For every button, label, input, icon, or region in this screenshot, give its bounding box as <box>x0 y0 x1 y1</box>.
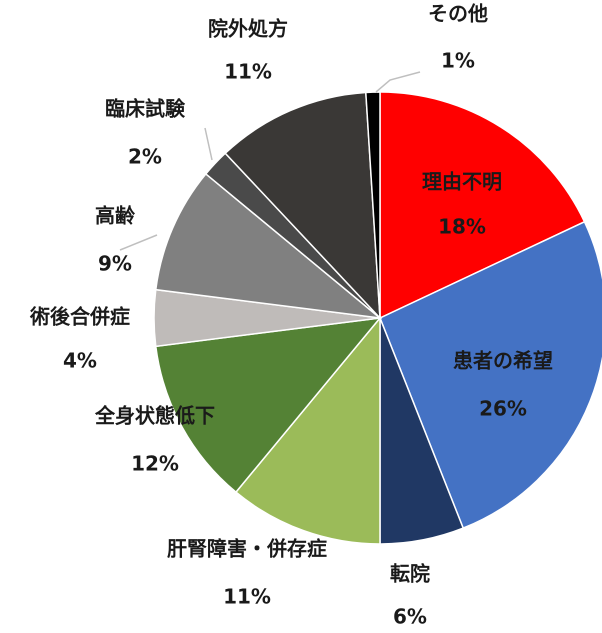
value-label: 12% <box>131 452 179 476</box>
value-label: 18% <box>438 215 486 239</box>
pie-slice <box>154 317 382 494</box>
value-label: 2% <box>128 145 162 169</box>
leader-line <box>119 234 158 251</box>
value-label: 26% <box>479 397 527 421</box>
value-label: 4% <box>63 349 97 373</box>
leader-line <box>375 71 421 93</box>
slice-label: 転院 <box>390 562 430 586</box>
value-label: 6% <box>393 605 427 629</box>
pie-slice <box>365 91 381 319</box>
pie-slice <box>224 91 381 321</box>
slice-label: 高齢 <box>95 204 136 228</box>
slice-label: 術後合併症 <box>29 305 130 329</box>
slice-label: 臨床試験 <box>105 97 186 121</box>
slice-label: 肝腎障害・併存症 <box>167 537 327 561</box>
pie <box>153 91 602 545</box>
leader-line <box>204 127 213 161</box>
value-label: 11% <box>224 60 272 84</box>
slice-label: 患者の希望 <box>453 349 553 373</box>
value-label: 1% <box>441 49 475 73</box>
slice-label: 全身状態低下 <box>94 404 215 428</box>
pie-slice <box>379 91 586 320</box>
value-label: 11% <box>223 585 271 609</box>
slice-label: その他 <box>428 2 488 26</box>
leader-lines <box>119 71 421 251</box>
slice-label: 院外処方 <box>208 17 288 41</box>
slice-label: 理由不明 <box>422 170 502 194</box>
pie-slice <box>379 220 602 530</box>
pie-slice <box>154 172 383 320</box>
pie-slice <box>234 315 381 545</box>
value-label: 9% <box>98 252 132 276</box>
